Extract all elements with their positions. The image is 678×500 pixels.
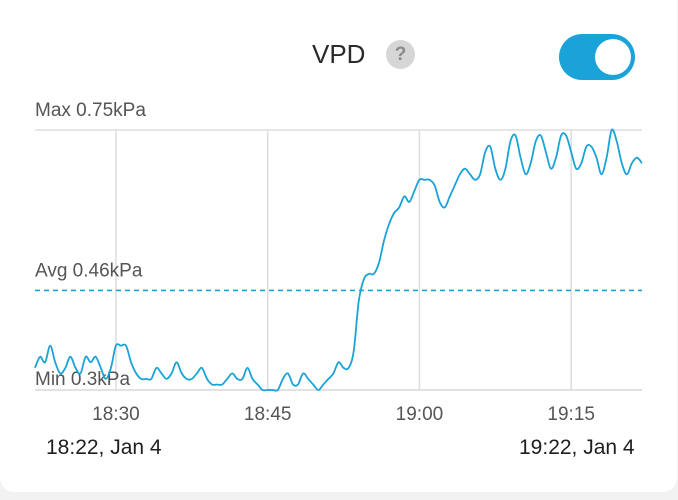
vpd-series-line [34,128,643,392]
avg-label: Avg 0.46kPa [35,260,143,281]
x-tick-label: 19:00 [396,404,444,425]
question-mark-icon[interactable]: ? [386,40,415,69]
min-label: Min 0.3kPa [35,369,130,390]
chart-title: VPD [312,39,366,69]
x-tick-label: 18:30 [92,404,140,425]
max-label: Max 0.75kPa [35,100,146,121]
x-tick-label: 19:15 [547,404,595,425]
range-start-label: 18:22, Jan 4 [46,436,162,459]
toggle-knob [595,39,631,75]
x-tick-label: 18:45 [244,404,292,425]
vpd-toggle[interactable] [559,34,635,80]
range-end-label: 19:22, Jan 4 [519,436,635,459]
